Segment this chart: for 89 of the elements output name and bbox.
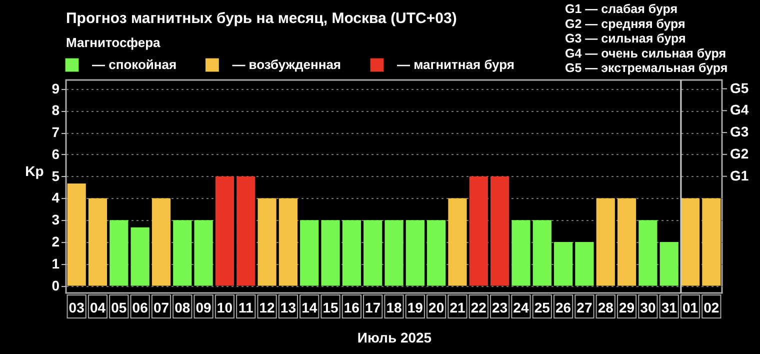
- y-tick-label: 5: [52, 168, 60, 184]
- text: G3 — сильная буря: [565, 32, 686, 46]
- x-tick-label: 22: [470, 300, 487, 316]
- bar: [596, 198, 615, 286]
- x-tick-label: 24: [513, 300, 529, 316]
- x-tick-label: 27: [576, 300, 592, 316]
- bar: [617, 198, 636, 286]
- bar: [384, 220, 404, 286]
- bar: [342, 220, 361, 286]
- x-tick-label: 31: [661, 300, 678, 316]
- bar: [575, 242, 594, 286]
- y-tick-label: 2: [52, 233, 60, 250]
- bar: [702, 198, 721, 286]
- y-tick-label: 0: [52, 277, 60, 294]
- x-tick-label: 30: [640, 300, 656, 316]
- x-tick-label: 21: [450, 300, 466, 316]
- bar: [130, 227, 150, 286]
- bar: [554, 242, 573, 286]
- x-tick-label: 20: [428, 300, 444, 316]
- x-tick-label: 01: [682, 300, 698, 316]
- ref-line-label: G4: [730, 102, 749, 118]
- legend-title: Магнитосфера: [66, 35, 162, 50]
- bar: [152, 198, 171, 286]
- x-tick-label: 08: [174, 300, 190, 316]
- y-tick-label: 4: [52, 190, 60, 206]
- x-tick-label: 04: [90, 300, 106, 316]
- bar: [532, 220, 552, 286]
- x-tick-label: 16: [344, 300, 360, 316]
- y-tick-label: 1: [52, 255, 60, 272]
- bar: [469, 176, 488, 286]
- legend-label: — спокойная: [92, 57, 177, 72]
- legend-label: — магнитная буря: [397, 57, 514, 72]
- x-tick-label: 15: [322, 300, 339, 316]
- bar: [278, 198, 298, 286]
- bar: [173, 220, 192, 286]
- x-tick-label: 14: [302, 300, 318, 316]
- x-tick-label: 26: [556, 300, 572, 316]
- text: G2 — средняя буря: [565, 16, 686, 31]
- x-tick-label: 11: [238, 300, 254, 316]
- x-tick-label: 23: [492, 300, 508, 316]
- x-tick-label: 03: [68, 300, 85, 316]
- y-tick-label: 9: [52, 80, 60, 96]
- x-tick-label: 05: [111, 300, 127, 316]
- bar: [448, 198, 467, 286]
- x-tick-label: 28: [598, 300, 614, 316]
- bar: [258, 198, 276, 286]
- x-tick-label: 10: [216, 300, 233, 316]
- x-tick-label: 09: [196, 300, 212, 316]
- x-tick-label: 06: [132, 300, 148, 316]
- text: G4 — очень сильная буря: [565, 46, 726, 60]
- x-tick-label: 07: [153, 300, 170, 316]
- y-axis-title: Kp: [25, 163, 44, 179]
- ref-line-label: G5: [730, 80, 749, 96]
- ref-line-label: G3: [730, 124, 749, 140]
- bar: [406, 220, 424, 286]
- chart-title: Прогноз магнитных бурь на месяц, Москва (UTC+03): [66, 10, 457, 27]
- bar: [236, 176, 256, 286]
- bar: [321, 220, 340, 286]
- bar: [660, 242, 678, 286]
- ref-line-label: G2: [730, 145, 749, 162]
- bar: [67, 184, 86, 286]
- y-tick-label: 3: [52, 212, 60, 228]
- bar: [110, 220, 128, 286]
- x-tick-label: 18: [386, 300, 402, 316]
- bar: [300, 220, 319, 286]
- y-tick-label: 7: [52, 124, 60, 140]
- bar: [88, 198, 108, 286]
- x-tick-label: 13: [280, 300, 296, 316]
- x-tick-label: 17: [365, 300, 381, 316]
- x-tick-label: 25: [534, 300, 550, 316]
- bar: [638, 220, 658, 286]
- bar: [490, 176, 510, 286]
- x-tick-label: 29: [618, 300, 635, 316]
- x-tick-label: 19: [407, 300, 424, 316]
- bar: [427, 220, 446, 286]
- text: G1 — слабая буря: [565, 2, 678, 16]
- x-tick-label: 12: [259, 300, 276, 316]
- bar: [364, 220, 382, 286]
- bar: [680, 198, 700, 286]
- x-tick-label: 02: [704, 300, 720, 316]
- bar: [512, 220, 530, 286]
- bar: [215, 176, 234, 286]
- y-tick-label: 6: [52, 146, 60, 162]
- bar: [194, 220, 213, 286]
- text: G5 — экстремальная буря: [565, 61, 728, 76]
- ref-line-label: G1: [730, 167, 749, 184]
- legend-label: — возбужденная: [232, 57, 342, 72]
- x-axis-title: Июль 2025: [357, 330, 432, 346]
- y-tick-label: 8: [52, 102, 60, 118]
